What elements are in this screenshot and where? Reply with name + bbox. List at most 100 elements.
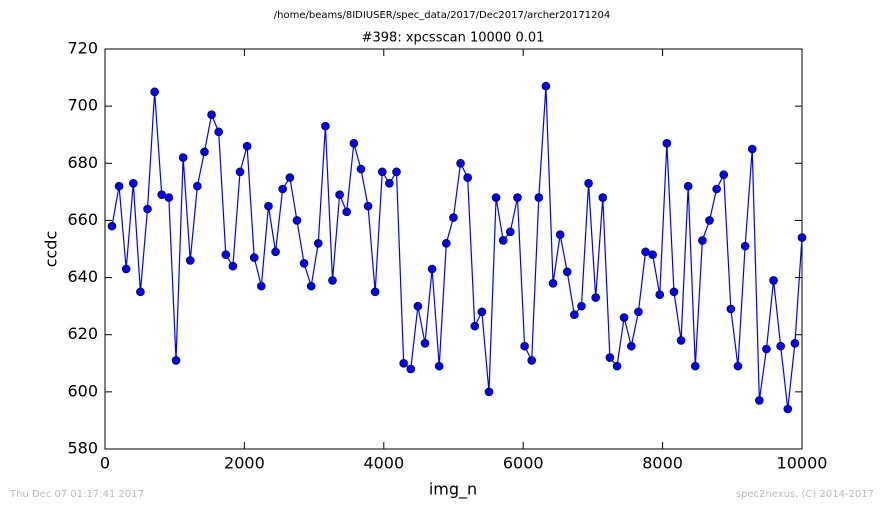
data-point xyxy=(442,238,451,248)
data-point xyxy=(143,204,152,214)
x-tick-label: 8000 xyxy=(642,454,683,473)
data-point xyxy=(541,81,551,91)
data-point xyxy=(477,307,487,317)
y-tick-label: 660 xyxy=(67,210,98,229)
data-point xyxy=(456,158,465,168)
y-tick-label: 640 xyxy=(67,267,98,286)
data-point xyxy=(271,247,280,257)
data-point xyxy=(356,164,366,174)
data-point xyxy=(506,227,515,237)
data-point xyxy=(228,261,238,271)
data-point xyxy=(534,193,544,202)
data-point xyxy=(363,201,373,211)
data-point xyxy=(193,181,202,191)
data-point xyxy=(178,153,188,162)
data-point xyxy=(171,356,181,365)
data-point xyxy=(719,170,729,180)
data-point xyxy=(484,387,494,397)
data-point xyxy=(185,256,195,265)
data-point xyxy=(562,267,572,277)
x-tick-label: 2000 xyxy=(224,454,265,473)
data-point xyxy=(591,293,600,302)
y-axis-label: ccdc xyxy=(42,231,61,268)
x-tick-label: 10000 xyxy=(777,454,828,473)
data-point xyxy=(264,201,273,211)
footer-right: spec2nexus, (C) 2014-2017 xyxy=(736,489,874,500)
data-point xyxy=(285,173,295,182)
y-tick-label: 620 xyxy=(67,324,98,343)
data-point xyxy=(128,178,138,188)
plot-frame xyxy=(104,48,803,450)
data-point xyxy=(420,338,430,348)
data-point xyxy=(150,87,159,97)
data-point xyxy=(726,304,736,314)
data-point xyxy=(683,181,693,191)
chart-title: #398: xpcsscan 10000 0.01 xyxy=(362,31,545,46)
data-point xyxy=(655,290,665,300)
y-tick-label: 720 xyxy=(67,39,98,58)
data-point xyxy=(427,264,437,274)
data-point xyxy=(235,167,245,177)
data-point xyxy=(463,173,472,182)
data-point xyxy=(690,361,700,371)
data-point xyxy=(114,181,124,191)
data-point xyxy=(321,121,330,131)
data-point xyxy=(555,230,565,240)
data-point xyxy=(662,138,672,148)
data-point xyxy=(157,190,167,200)
data-point xyxy=(449,213,458,222)
data-point xyxy=(164,193,174,202)
data-point xyxy=(498,236,508,245)
data-point xyxy=(257,281,266,291)
data-point xyxy=(406,364,416,374)
x-tick-label: 4000 xyxy=(363,454,404,473)
x-tick-label: 0 xyxy=(100,454,110,473)
data-point xyxy=(292,216,302,225)
data-point xyxy=(762,344,771,354)
y-tick-label: 580 xyxy=(67,439,98,458)
y-tick-label: 700 xyxy=(67,96,98,115)
data-point xyxy=(520,341,529,351)
data-point xyxy=(370,287,380,297)
data-point xyxy=(527,356,537,365)
y-tick-label: 600 xyxy=(67,381,98,400)
data-point xyxy=(470,321,480,331)
data-point xyxy=(413,301,423,311)
data-point xyxy=(698,236,707,245)
data-point xyxy=(612,361,622,371)
data-point xyxy=(776,341,785,351)
data-point xyxy=(313,238,323,248)
data-point xyxy=(513,193,522,202)
data-point xyxy=(214,127,223,137)
footer-left: Thu Dec 07 01:17:41 2017 xyxy=(9,489,144,500)
data-point xyxy=(740,241,750,251)
data-point xyxy=(605,353,615,362)
data-point xyxy=(385,178,394,188)
data-point xyxy=(335,190,344,200)
data-point xyxy=(676,336,686,345)
data-point xyxy=(136,287,145,297)
data-point xyxy=(797,233,807,242)
data-point xyxy=(107,221,117,231)
data-point xyxy=(328,276,337,285)
data-point xyxy=(121,264,131,274)
data-point xyxy=(769,276,778,285)
data-point xyxy=(755,396,764,405)
data-point xyxy=(641,247,650,257)
data-point xyxy=(434,361,444,371)
data-point xyxy=(242,141,252,151)
data-point xyxy=(733,361,743,371)
data-point xyxy=(392,167,401,177)
suptitle: /home/beams/8IDIUSER/spec_data/2017/Dec2… xyxy=(274,10,610,21)
data-point xyxy=(249,253,259,262)
data-point xyxy=(299,258,309,268)
data-point xyxy=(783,404,793,414)
data-point xyxy=(705,216,714,225)
data-point xyxy=(377,167,387,177)
data-point xyxy=(712,184,721,194)
x-tick-label: 6000 xyxy=(503,454,544,473)
data-point xyxy=(634,307,643,317)
data-point xyxy=(747,144,757,154)
